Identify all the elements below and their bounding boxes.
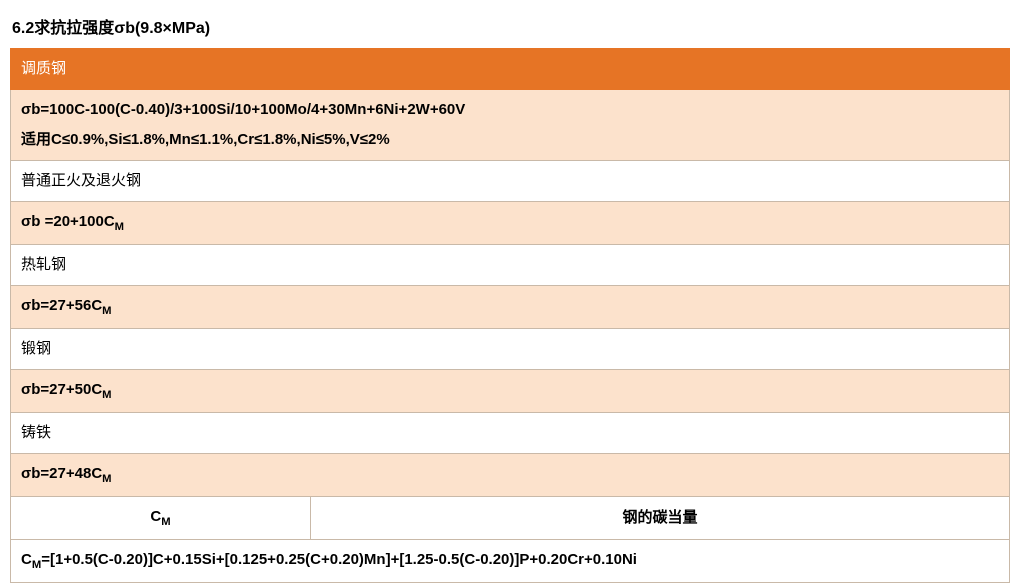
formula-forged: σb=27+50CM <box>11 370 1010 413</box>
cm-symbol-cell: CM <box>11 497 311 540</box>
section-title: 6.2求抗拉强度σb(9.8×MPa) <box>10 8 1010 48</box>
formula-text: σb=27+48C <box>21 465 102 482</box>
formula-quenched-tempered: σb=100C-100(C-0.40)/3+100Si/10+100Mo/4+3… <box>11 90 1010 161</box>
formula-text: σb=27+50C <box>21 381 102 398</box>
subscript-m: M <box>115 221 124 233</box>
cm-c: C <box>150 508 161 525</box>
formula-line2: 适用C≤0.9%,Si≤1.8%,Mn≤1.1%,Cr≤1.8%,Ni≤5%,V… <box>21 128 999 152</box>
formula-line1: σb=100C-100(C-0.40)/3+100Si/10+100Mo/4+3… <box>21 98 999 122</box>
tensile-strength-table: 调质钢 σb=100C-100(C-0.40)/3+100Si/10+100Mo… <box>10 48 1010 583</box>
cm-rest: =[1+0.5(C-0.20)]C+0.15Si+[0.125+0.25(C+0… <box>41 551 637 568</box>
label-normalized-annealed: 普通正火及退火钢 <box>11 161 1010 202</box>
header-row: 调质钢 <box>11 49 1010 90</box>
formula-cast-iron: σb=27+48CM <box>11 454 1010 497</box>
subscript-m: M <box>161 516 170 528</box>
label-cast-iron: 铸铁 <box>11 413 1010 454</box>
label-forged: 锻钢 <box>11 329 1010 370</box>
label-hot-rolled: 热轧钢 <box>11 245 1010 286</box>
cm-formula: CM=[1+0.5(C-0.20)]C+0.15Si+[0.125+0.25(C… <box>11 540 1010 583</box>
formula-hot-rolled: σb=27+56CM <box>11 286 1010 329</box>
cm-c2: C <box>21 551 32 568</box>
subscript-m: M <box>102 305 111 317</box>
subscript-m: M <box>102 473 111 485</box>
cm-desc-cell: 钢的碳当量 <box>311 497 1010 540</box>
formula-text: σb =20+100C <box>21 213 115 230</box>
formula-normalized-annealed: σb =20+100CM <box>11 202 1010 245</box>
formula-text: σb=27+56C <box>21 297 102 314</box>
subscript-m: M <box>32 559 41 571</box>
subscript-m: M <box>102 389 111 401</box>
